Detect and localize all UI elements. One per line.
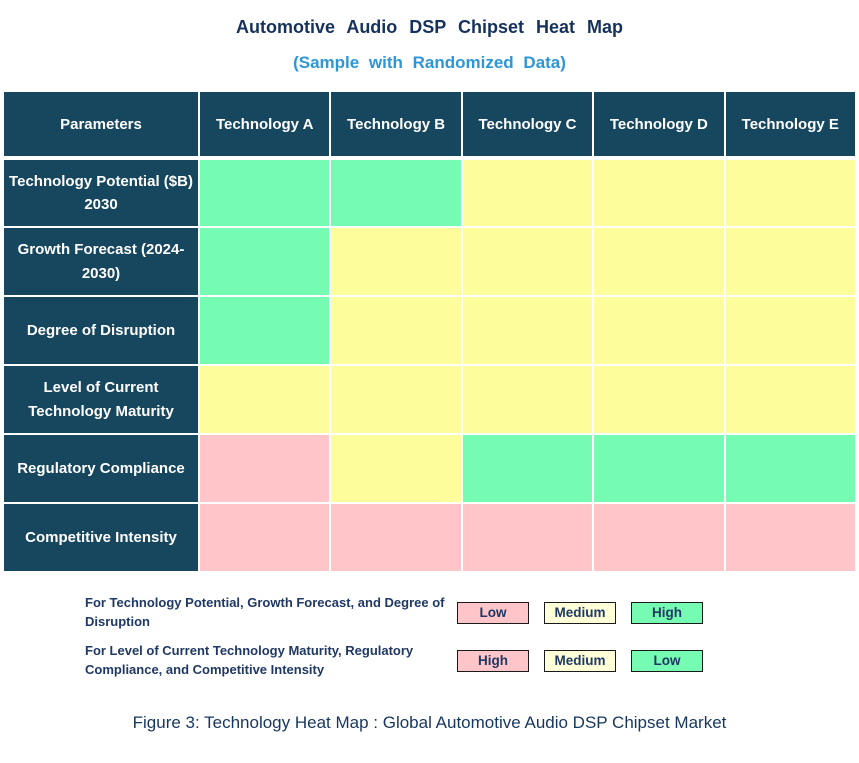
heatmap-cell-pink [329,502,463,573]
heatmap-row: Technology Potential ($B) 2030 [2,157,858,228]
row-label: Technology Potential ($B) 2030 [2,157,200,228]
figure-subtitle: (Sample with Randomized Data) [293,53,566,72]
heatmap-row: Degree of Disruption [2,295,858,366]
heatmap-cell-yellow [460,226,595,297]
heatmap-cell-green [723,433,858,504]
legend-description: For Level of Current Technology Maturity… [85,642,414,677]
heatmap-header-row: Parameters Technology A Technology B Techno… [2,90,858,160]
column-header-technology-d: Technology D [592,90,726,160]
legend-box-low: Low [631,649,703,672]
row-label: Growth Forecast (2024-2030) [2,226,200,297]
column-header-parameters: Parameters [2,90,200,160]
heatmap-cell-green [592,433,726,504]
heatmap-cell-yellow [592,226,726,297]
legend-box-low: Low [457,601,529,624]
heatmap-cell-yellow [329,295,463,366]
heatmap-cell-yellow [329,433,463,504]
heatmap-cell-yellow [723,364,858,435]
heatmap-cell-green [197,226,332,297]
heatmap-row: Regulatory Compliance [2,433,858,504]
column-header-technology-b: Technology B [329,90,463,160]
column-header-technology-c: Technology C [460,90,595,160]
column-header-technology-a: Technology A [197,90,332,160]
heatmap-cell-yellow [460,295,595,366]
heatmap-cell-yellow [592,295,726,366]
heatmap-row: Growth Forecast (2024-2030) [2,226,858,297]
legend: For Technology Potential, Growth Forecas… [85,594,785,679]
legend-box-medium: Medium [544,649,616,672]
heatmap-cell-green [197,295,332,366]
heatmap-cell-yellow [723,226,858,297]
heatmap-cell-green [197,157,332,228]
figure-caption: Figure 3: Technology Heat Map : Global A… [132,713,727,733]
heatmap-cell-yellow [460,364,595,435]
heatmap-cell-yellow [329,364,463,435]
row-label: Regulatory Compliance [2,433,200,504]
legend-row: For Level of Current Technology Maturity… [85,642,785,680]
legend-boxes: High Medium Low [457,649,718,672]
heatmap-cell-yellow [329,226,463,297]
heatmap-cell-pink [197,502,332,573]
heatmap-row: Level of Current Technology Maturity [2,364,858,435]
figure-title: Automotive Audio DSP Chipset Heat Map [235,17,624,37]
heatmap-cell-green [329,157,463,228]
heatmap-cell-pink [723,502,858,573]
heatmap-row: Competitive Intensity [2,502,858,573]
heatmap-cell-yellow [460,157,595,228]
legend-box-high: High [457,649,529,672]
legend-boxes: Low Medium High [457,601,718,624]
heatmap-cell-pink [592,502,726,573]
heatmap-cell-yellow [723,157,858,228]
heatmap-cell-pink [197,433,332,504]
legend-description: For Technology Potential, Growth Forecas… [85,595,445,629]
heatmap-cell-yellow [592,364,726,435]
heatmap-cell-green [460,433,595,504]
legend-row: For Technology Potential, Growth Forecas… [85,594,785,632]
legend-box-high: High [631,601,703,624]
heatmap-cell-yellow [592,157,726,228]
row-label: Degree of Disruption [2,295,200,366]
heatmap-cell-yellow [197,364,332,435]
row-label: Competitive Intensity [2,502,200,573]
heatmap-cell-pink [460,502,595,573]
heatmap-table: Parameters Technology A Technology B Techno… [2,90,858,573]
heatmap-cell-yellow [723,295,858,366]
row-label: Level of Current Technology Maturity [2,364,200,435]
column-header-technology-e: Technology E [723,90,858,160]
legend-box-medium: Medium [544,601,616,624]
